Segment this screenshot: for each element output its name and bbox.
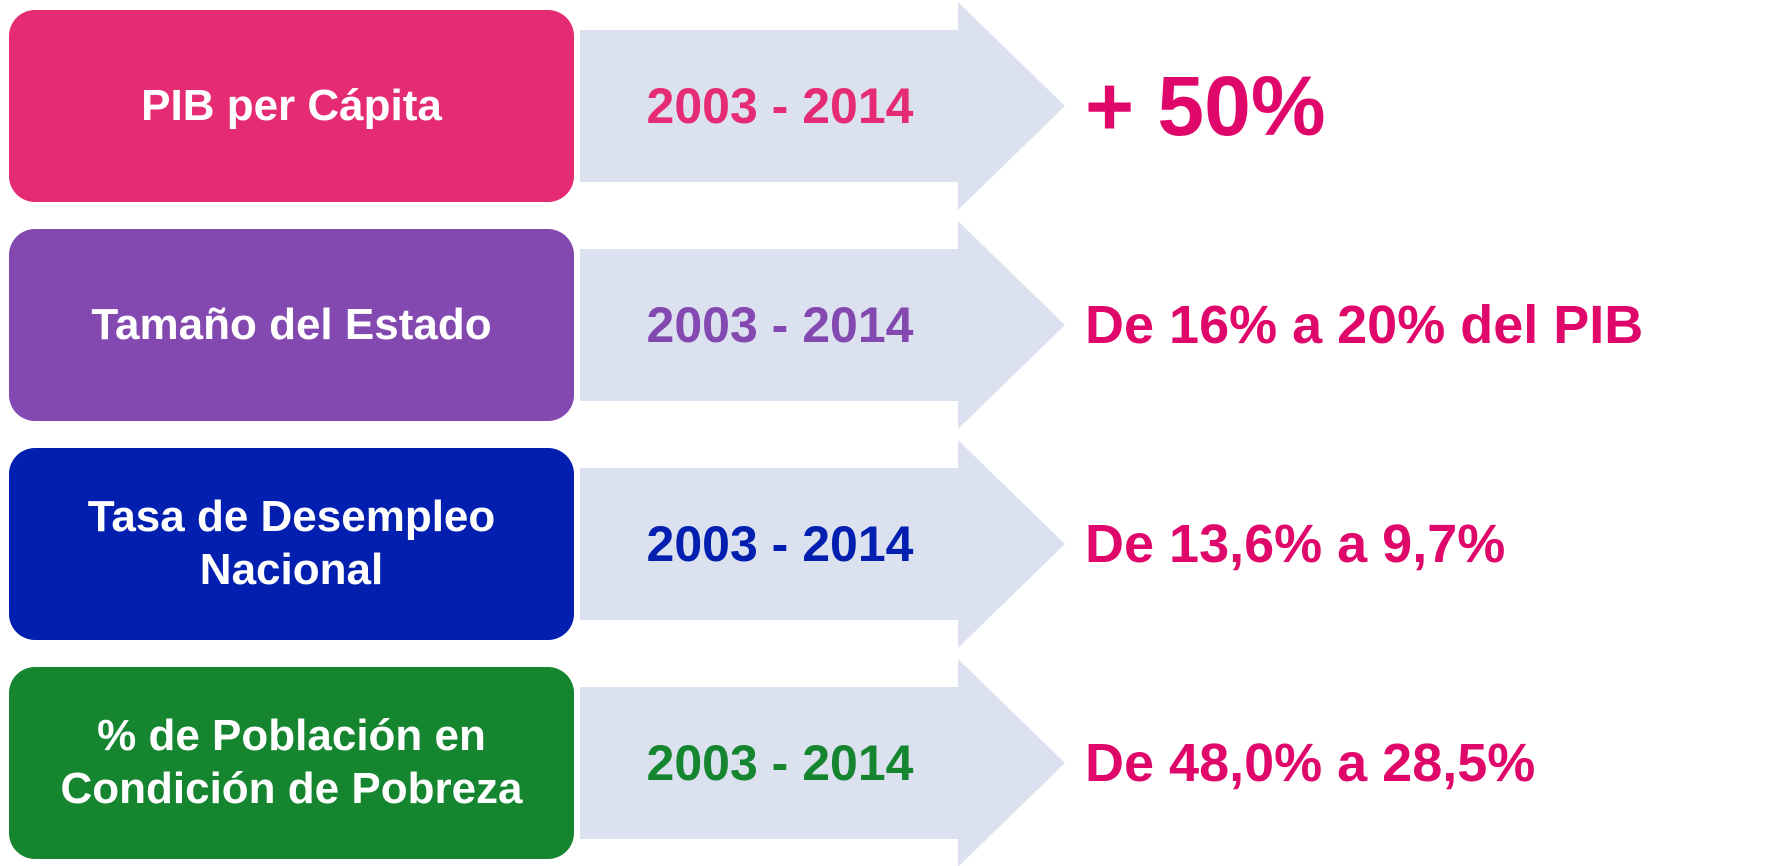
period-label: 2003 - 2014 bbox=[646, 735, 914, 791]
indicator-label: % de Población en Condición de Pobreza bbox=[9, 667, 574, 859]
indicator-label: PIB per Cápita bbox=[9, 10, 574, 202]
period-label: 2003 - 2014 bbox=[646, 516, 914, 572]
indicator-label: Tamaño del Estado bbox=[9, 229, 574, 421]
indicator-label: Tasa de Desempleo Nacional bbox=[9, 448, 574, 640]
period-label: 2003 - 2014 bbox=[646, 297, 914, 353]
arrow bbox=[580, 440, 1065, 648]
arrow bbox=[580, 221, 1065, 429]
period-label: 2003 - 2014 bbox=[646, 78, 914, 134]
result-label: De 48,0% a 28,5% bbox=[1085, 733, 1536, 793]
arrow bbox=[580, 659, 1065, 866]
arrow bbox=[580, 2, 1065, 210]
result-label: De 13,6% a 9,7% bbox=[1085, 514, 1506, 574]
result-label: De 16% a 20% del PIB bbox=[1085, 295, 1644, 355]
result-label: + 50% bbox=[1085, 58, 1326, 153]
